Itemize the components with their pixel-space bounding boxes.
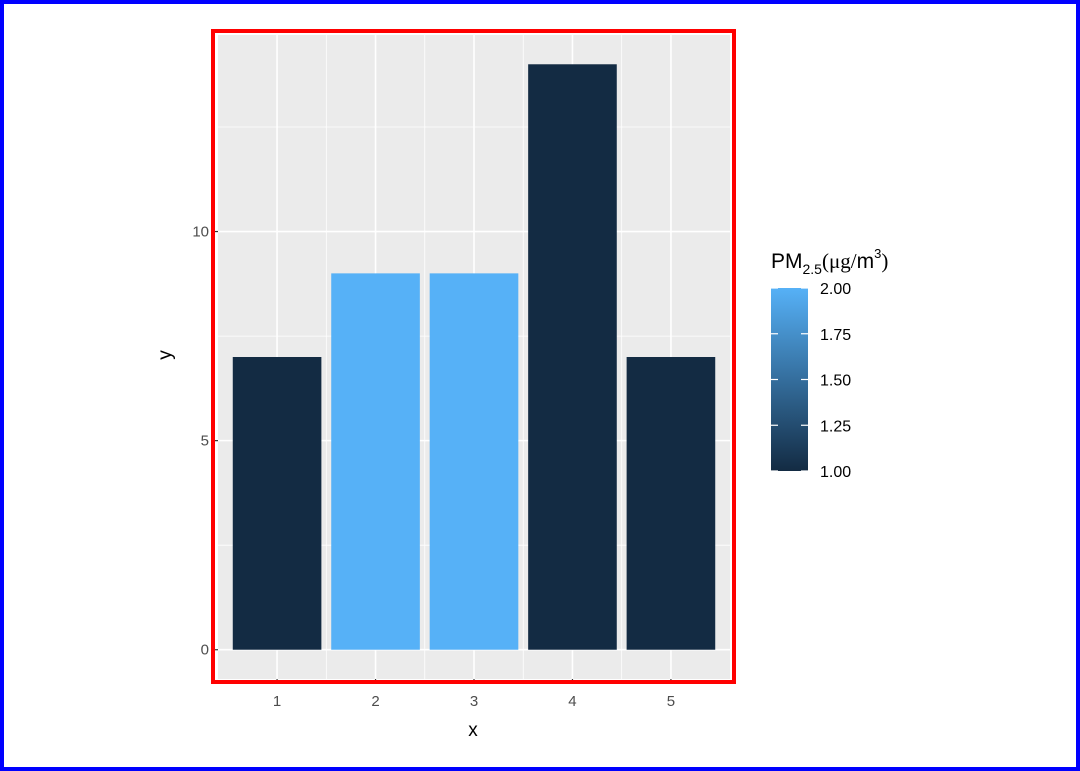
x-tick-label: 4 xyxy=(568,693,576,710)
y-tick-label: 10 xyxy=(192,224,209,241)
legend-title: PM2.5(μg/m3) xyxy=(771,246,888,277)
bar-5 xyxy=(626,357,716,650)
legend-title-sup: 3 xyxy=(874,246,881,261)
legend-title-slash: / xyxy=(851,249,857,273)
x-tick-label: 2 xyxy=(371,693,379,710)
y-axis: 0 5 10 xyxy=(192,224,218,659)
y-axis-title: y xyxy=(155,350,176,360)
legend: PM2.5(μg/m3) 2.00 1.75 1.50 1.25 1.00 xyxy=(771,246,888,481)
legend-title-unit: μg xyxy=(829,249,851,273)
legend-break-label: 1.25 xyxy=(820,418,851,435)
y-tick-label: 0 xyxy=(201,642,209,659)
legend-break-label: 1.75 xyxy=(820,327,851,344)
x-tick-label: 3 xyxy=(470,693,478,710)
x-axis-title: x xyxy=(468,720,478,741)
bars xyxy=(232,64,716,650)
panel-highlight-frame xyxy=(211,29,736,684)
legend-break-label: 2.00 xyxy=(820,281,851,298)
bar-1 xyxy=(232,357,322,650)
legend-title-paren-close: ) xyxy=(881,249,888,273)
legend-title-unit2: m xyxy=(857,250,875,273)
bar-2 xyxy=(331,273,420,650)
bar-4 xyxy=(528,64,617,650)
bar-3 xyxy=(429,273,519,650)
legend-title-sub: 2.5 xyxy=(803,261,823,277)
y-tick-label: 5 xyxy=(201,433,209,450)
x-tick-label: 1 xyxy=(273,693,281,710)
x-tick-label: 5 xyxy=(667,693,675,710)
legend-breaks: 2.00 1.75 1.50 1.25 1.00 xyxy=(771,281,851,481)
legend-title-main: PM xyxy=(771,250,803,273)
legend-title-paren-open: ( xyxy=(822,249,829,273)
legend-break-label: 1.00 xyxy=(820,464,851,481)
legend-break-label: 1.50 xyxy=(820,373,851,390)
